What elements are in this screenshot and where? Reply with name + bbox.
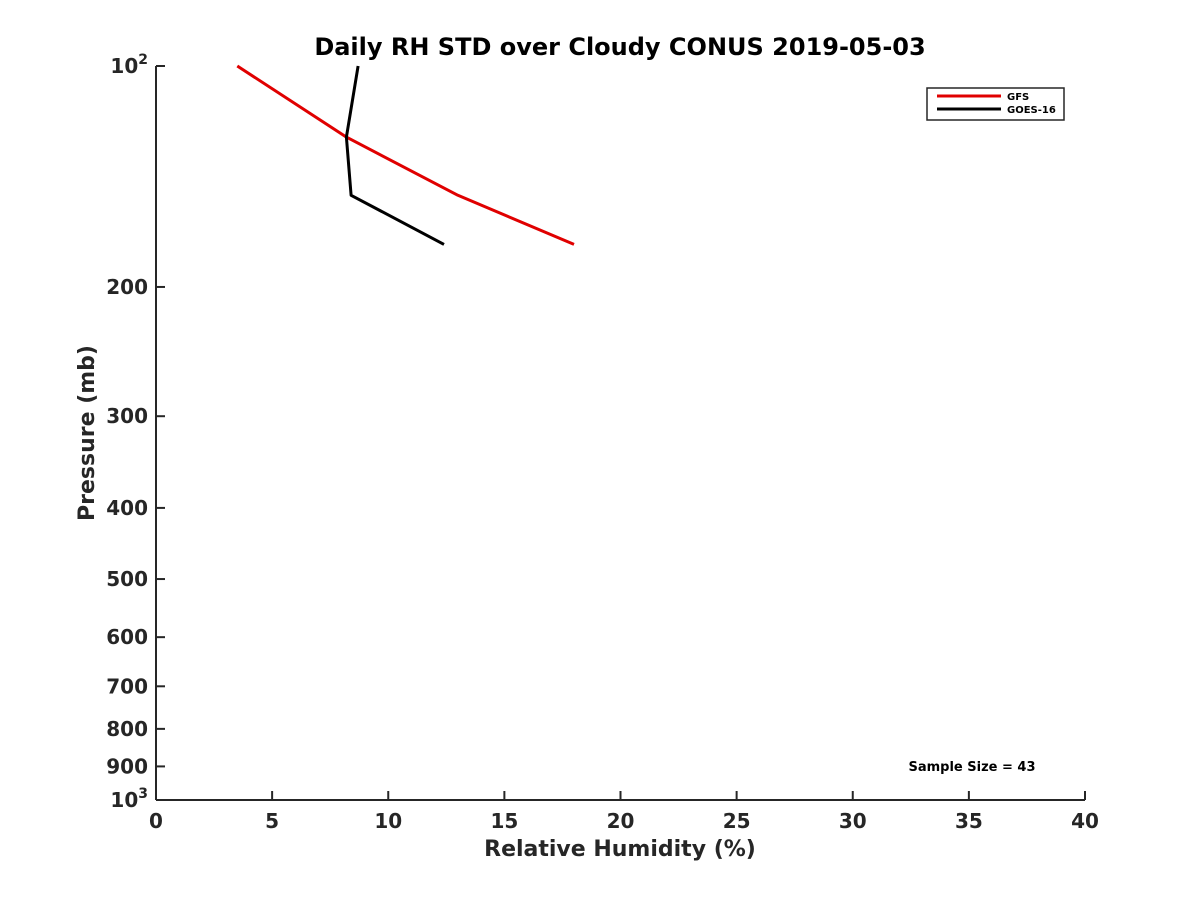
y-tick-label: 700 [106, 674, 148, 698]
y-tick-label: 200 [106, 275, 148, 299]
axes [155, 66, 1085, 801]
y-tick-label: 102 [110, 52, 148, 78]
x-tick-label: 20 [607, 809, 635, 833]
x-tick-label: 5 [265, 809, 279, 833]
y-tick-label: 900 [106, 754, 148, 778]
y-tick-label: 500 [106, 567, 148, 591]
chart-title: Daily RH STD over Cloudy CONUS 2019-05-0… [314, 33, 925, 61]
legend: GFS GOES-16 [926, 87, 1065, 121]
y-tick-label: 600 [106, 625, 148, 649]
x-tick-label: 15 [490, 809, 518, 833]
y-tick-exponent: 2 [138, 52, 148, 68]
x-tick-label: 10 [374, 809, 402, 833]
x-tick-label: 30 [839, 809, 867, 833]
legend-label-goes-16: GOES-16 [1007, 105, 1056, 116]
series-line-gfs [236, 64, 575, 246]
x-ticks: 0 5 10 15 20 25 30 35 40 [149, 791, 1099, 833]
y-tick-base: 10 [110, 54, 138, 78]
y-tick-label: 400 [106, 496, 148, 520]
y-tick-exponent: 3 [138, 786, 148, 802]
x-tick-label: 35 [955, 809, 983, 833]
x-tick-label: 0 [149, 809, 163, 833]
y-axis-label: Pressure (mb) [75, 345, 100, 521]
x-tick-label: 25 [723, 809, 751, 833]
x-tick-label: 40 [1071, 809, 1099, 833]
legend-label-gfs: GFS [1007, 92, 1029, 103]
legend-box [926, 87, 1065, 121]
y-tick-label: 300 [106, 404, 148, 428]
y-tick-label: 800 [106, 717, 148, 741]
sample-size-annotation: Sample Size = 43 [908, 760, 1035, 775]
series-line-goes-16 [344, 65, 445, 246]
y-tick-label: 103 [110, 786, 148, 812]
x-axis-label: Relative Humidity (%) [484, 837, 756, 862]
series-layer [236, 64, 575, 246]
y-tick-base: 10 [110, 788, 138, 812]
